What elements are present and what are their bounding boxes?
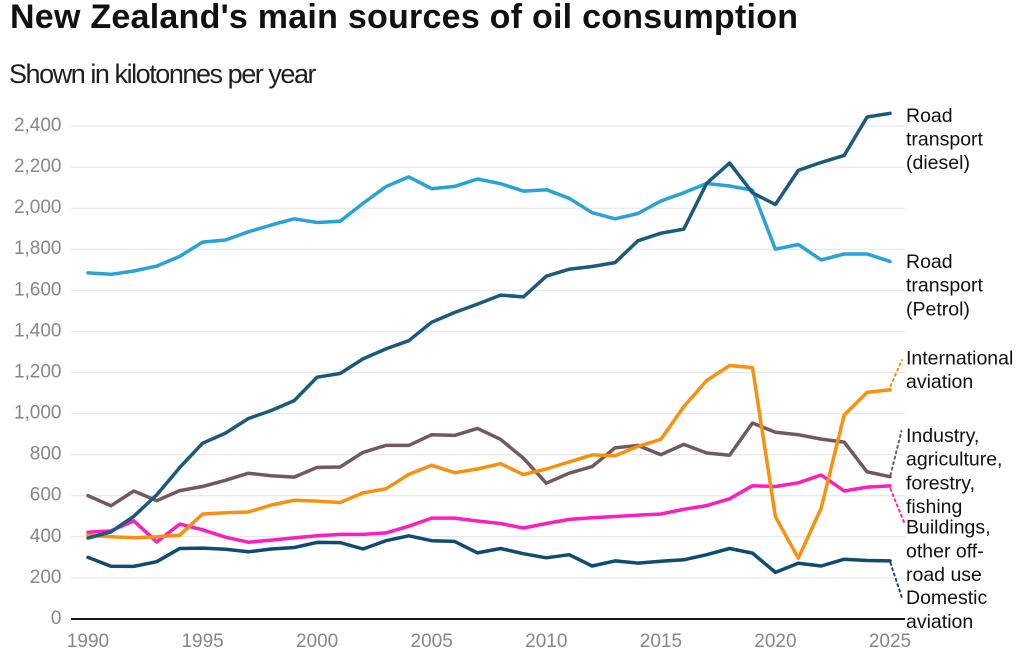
svg-text:agriculture,: agriculture, — [906, 449, 1002, 471]
svg-text:International: International — [906, 347, 1013, 369]
svg-text:2020: 2020 — [754, 631, 796, 652]
svg-text:2025: 2025 — [869, 631, 911, 652]
svg-text:1,200: 1,200 — [14, 362, 62, 383]
svg-text:1995: 1995 — [181, 631, 223, 652]
svg-text:1,600: 1,600 — [14, 279, 62, 300]
svg-text:aviation: aviation — [906, 611, 973, 633]
svg-text:transport: transport — [906, 275, 984, 297]
svg-text:1,400: 1,400 — [14, 320, 62, 341]
svg-text:800: 800 — [30, 444, 62, 465]
svg-text:400: 400 — [30, 526, 62, 547]
svg-text:0: 0 — [51, 608, 62, 629]
svg-text:Road: Road — [906, 251, 953, 273]
svg-text:road use: road use — [906, 564, 982, 586]
svg-text:fishing: fishing — [906, 496, 962, 518]
svg-text:1,000: 1,000 — [14, 403, 62, 424]
svg-text:600: 600 — [30, 485, 62, 506]
svg-text:aviation: aviation — [906, 371, 973, 393]
svg-text:200: 200 — [30, 567, 62, 588]
svg-text:(Petrol): (Petrol) — [906, 298, 970, 320]
svg-text:(diesel): (diesel) — [906, 152, 970, 174]
svg-text:Buildings,: Buildings, — [906, 517, 991, 539]
svg-text:2015: 2015 — [640, 631, 682, 652]
svg-text:2,200: 2,200 — [14, 156, 62, 177]
svg-text:Domestic: Domestic — [906, 587, 988, 609]
svg-text:1990: 1990 — [67, 631, 109, 652]
svg-text:Industry,: Industry, — [906, 425, 979, 447]
svg-text:2005: 2005 — [411, 631, 453, 652]
svg-text:2,000: 2,000 — [14, 197, 62, 218]
svg-text:2,400: 2,400 — [14, 115, 62, 136]
svg-text:transport: transport — [906, 129, 984, 151]
svg-text:forestry,: forestry, — [906, 472, 975, 494]
svg-text:1,800: 1,800 — [14, 238, 62, 259]
svg-text:2010: 2010 — [525, 631, 567, 652]
svg-text:Road: Road — [906, 105, 953, 127]
svg-text:2000: 2000 — [296, 631, 338, 652]
svg-text:other off-: other off- — [906, 540, 984, 562]
